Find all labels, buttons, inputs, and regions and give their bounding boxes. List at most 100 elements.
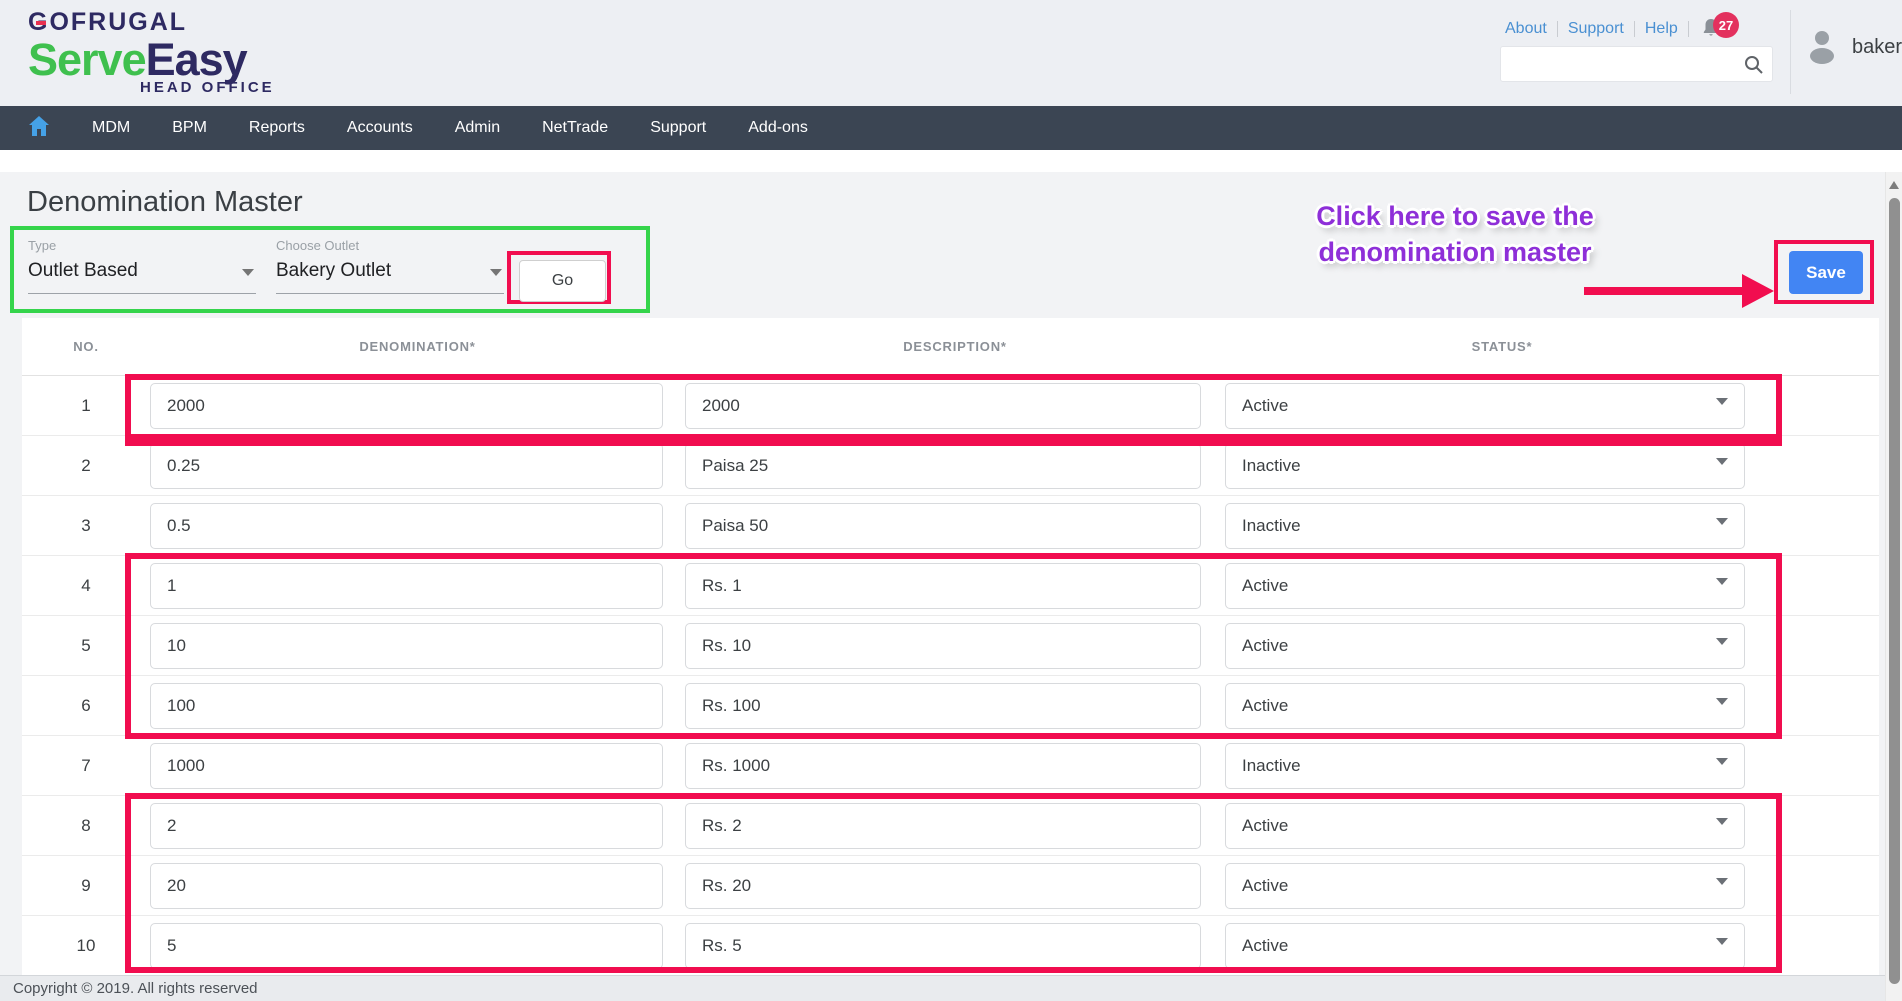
save-highlight-box: Save — [1774, 240, 1874, 304]
link-separator — [1633, 21, 1635, 37]
nav-item-support[interactable]: Support — [650, 119, 707, 136]
user-menu[interactable]: bakery — [1805, 28, 1902, 66]
denomination-input[interactable] — [150, 382, 663, 429]
save-arrow-annotation — [1584, 274, 1774, 308]
status-select[interactable]: Active — [1225, 622, 1745, 669]
row-number: 6 — [81, 695, 91, 715]
home-icon[interactable] — [28, 115, 50, 142]
chevron-down-icon — [1716, 577, 1728, 585]
status-value: Active — [1242, 935, 1289, 955]
table-row: 4 Active — [22, 556, 1879, 616]
status-select[interactable]: Inactive — [1225, 502, 1745, 549]
nav-item-admin[interactable]: Admin — [454, 119, 501, 136]
denomination-table: NO. DENOMINATION* DESCRIPTION* STATUS* 1… — [22, 318, 1879, 976]
user-name: bakery — [1852, 35, 1902, 58]
col-header-no: NO. — [73, 339, 99, 354]
row-number: 9 — [81, 875, 91, 895]
table-row: 8 Active — [22, 796, 1879, 856]
denomination-input[interactable] — [150, 562, 663, 609]
denomination-input[interactable] — [150, 802, 663, 849]
brand-serveeasy-text: ServeEasy — [28, 34, 248, 85]
row-number: 7 — [81, 755, 91, 775]
table-body: 1 Active 2 Inactive 3 Inactive 4 Active … — [22, 376, 1879, 976]
nav-item-mdm[interactable]: MDM — [92, 119, 131, 136]
app-header: GOFRUGAL ServeEasy HEAD OFFICE About Sup… — [0, 0, 1902, 106]
status-value: Inactive — [1242, 515, 1301, 535]
row-number: 2 — [81, 455, 91, 475]
description-input[interactable] — [685, 742, 1201, 789]
link-separator — [1556, 21, 1558, 37]
support-link[interactable]: Support — [1567, 20, 1624, 37]
status-select[interactable]: Active — [1225, 682, 1745, 729]
header-links: About Support Help — [1505, 16, 1725, 42]
col-header-denomination: DENOMINATION* — [359, 339, 476, 354]
user-avatar-icon — [1810, 31, 1834, 64]
brand-logo: GOFRUGAL ServeEasy HEAD OFFICE — [28, 8, 275, 96]
description-input[interactable] — [685, 382, 1201, 429]
scrollbar-up-arrow-icon[interactable] — [1889, 181, 1899, 189]
help-link[interactable]: Help — [1644, 20, 1678, 37]
type-label: Type — [28, 238, 57, 253]
row-number: 3 — [81, 515, 91, 535]
status-select[interactable]: Active — [1225, 562, 1745, 609]
filter-highlight-box: Type Outlet Based Choose Outlet Bakery O… — [10, 226, 650, 313]
nav-item-addons[interactable]: Add-ons — [748, 119, 808, 136]
description-input[interactable] — [685, 922, 1201, 969]
description-input[interactable] — [685, 802, 1201, 849]
scrollbar-thumb[interactable] — [1889, 198, 1900, 984]
denomination-input[interactable] — [150, 622, 663, 669]
search-icon[interactable] — [1743, 54, 1764, 80]
denomination-input[interactable] — [150, 682, 663, 729]
chevron-down-icon — [1716, 517, 1728, 525]
about-link[interactable]: About — [1505, 20, 1547, 37]
nav-item-accounts[interactable]: Accounts — [346, 119, 413, 136]
nav-item-bpm[interactable]: BPM — [172, 119, 207, 136]
description-input[interactable] — [685, 862, 1201, 909]
chevron-down-icon — [1716, 637, 1728, 645]
type-value[interactable]: Outlet Based — [28, 260, 256, 294]
status-select[interactable]: Active — [1225, 802, 1745, 849]
nav-item-reports[interactable]: Reports — [248, 119, 305, 136]
table-row: 2 Inactive — [22, 436, 1879, 496]
header-divider — [1790, 10, 1791, 94]
status-select[interactable]: Active — [1225, 862, 1745, 909]
chevron-down-icon — [1716, 757, 1728, 765]
main-navbar: MDM BPM Reports Accounts Admin NetTrade … — [0, 106, 1902, 150]
description-input[interactable] — [685, 622, 1201, 669]
type-dropdown[interactable]: Type Outlet Based — [28, 238, 256, 294]
status-value: Active — [1242, 875, 1289, 895]
row-number: 1 — [81, 395, 91, 415]
status-select[interactable]: Inactive — [1225, 742, 1745, 789]
go-button[interactable]: Go — [519, 260, 606, 302]
outlet-label: Choose Outlet — [276, 238, 360, 253]
chevron-down-icon — [1716, 697, 1728, 705]
denomination-input[interactable] — [150, 862, 663, 909]
search-input[interactable] — [1511, 51, 1736, 77]
denomination-input[interactable] — [150, 442, 663, 489]
nav-item-nettrade[interactable]: NetTrade — [542, 119, 609, 136]
save-button[interactable]: Save — [1789, 251, 1863, 294]
status-select[interactable]: Active — [1225, 922, 1745, 969]
status-select[interactable]: Active — [1225, 382, 1745, 429]
status-value: Active — [1242, 815, 1289, 835]
header-search-box[interactable] — [1500, 46, 1773, 82]
go-highlight-box: Go — [507, 251, 611, 304]
description-input[interactable] — [685, 442, 1201, 489]
outlet-value[interactable]: Bakery Outlet — [276, 260, 504, 294]
denomination-input[interactable] — [150, 922, 663, 969]
notification-count-badge: 27 — [1713, 12, 1739, 38]
description-input[interactable] — [685, 502, 1201, 549]
vertical-scrollbar[interactable] — [1885, 172, 1902, 1001]
row-number: 4 — [81, 575, 91, 595]
status-value: Active — [1242, 575, 1289, 595]
description-input[interactable] — [685, 562, 1201, 609]
description-input[interactable] — [685, 682, 1201, 729]
table-row: 5 Active — [22, 616, 1879, 676]
outlet-dropdown[interactable]: Choose Outlet Bakery Outlet — [276, 238, 504, 294]
status-select[interactable]: Inactive — [1225, 442, 1745, 489]
denomination-input[interactable] — [150, 742, 663, 789]
chevron-down-icon — [1716, 397, 1728, 405]
denomination-input[interactable] — [150, 502, 663, 549]
copyright-text: Copyright © 2019. All rights reserved — [13, 980, 258, 997]
